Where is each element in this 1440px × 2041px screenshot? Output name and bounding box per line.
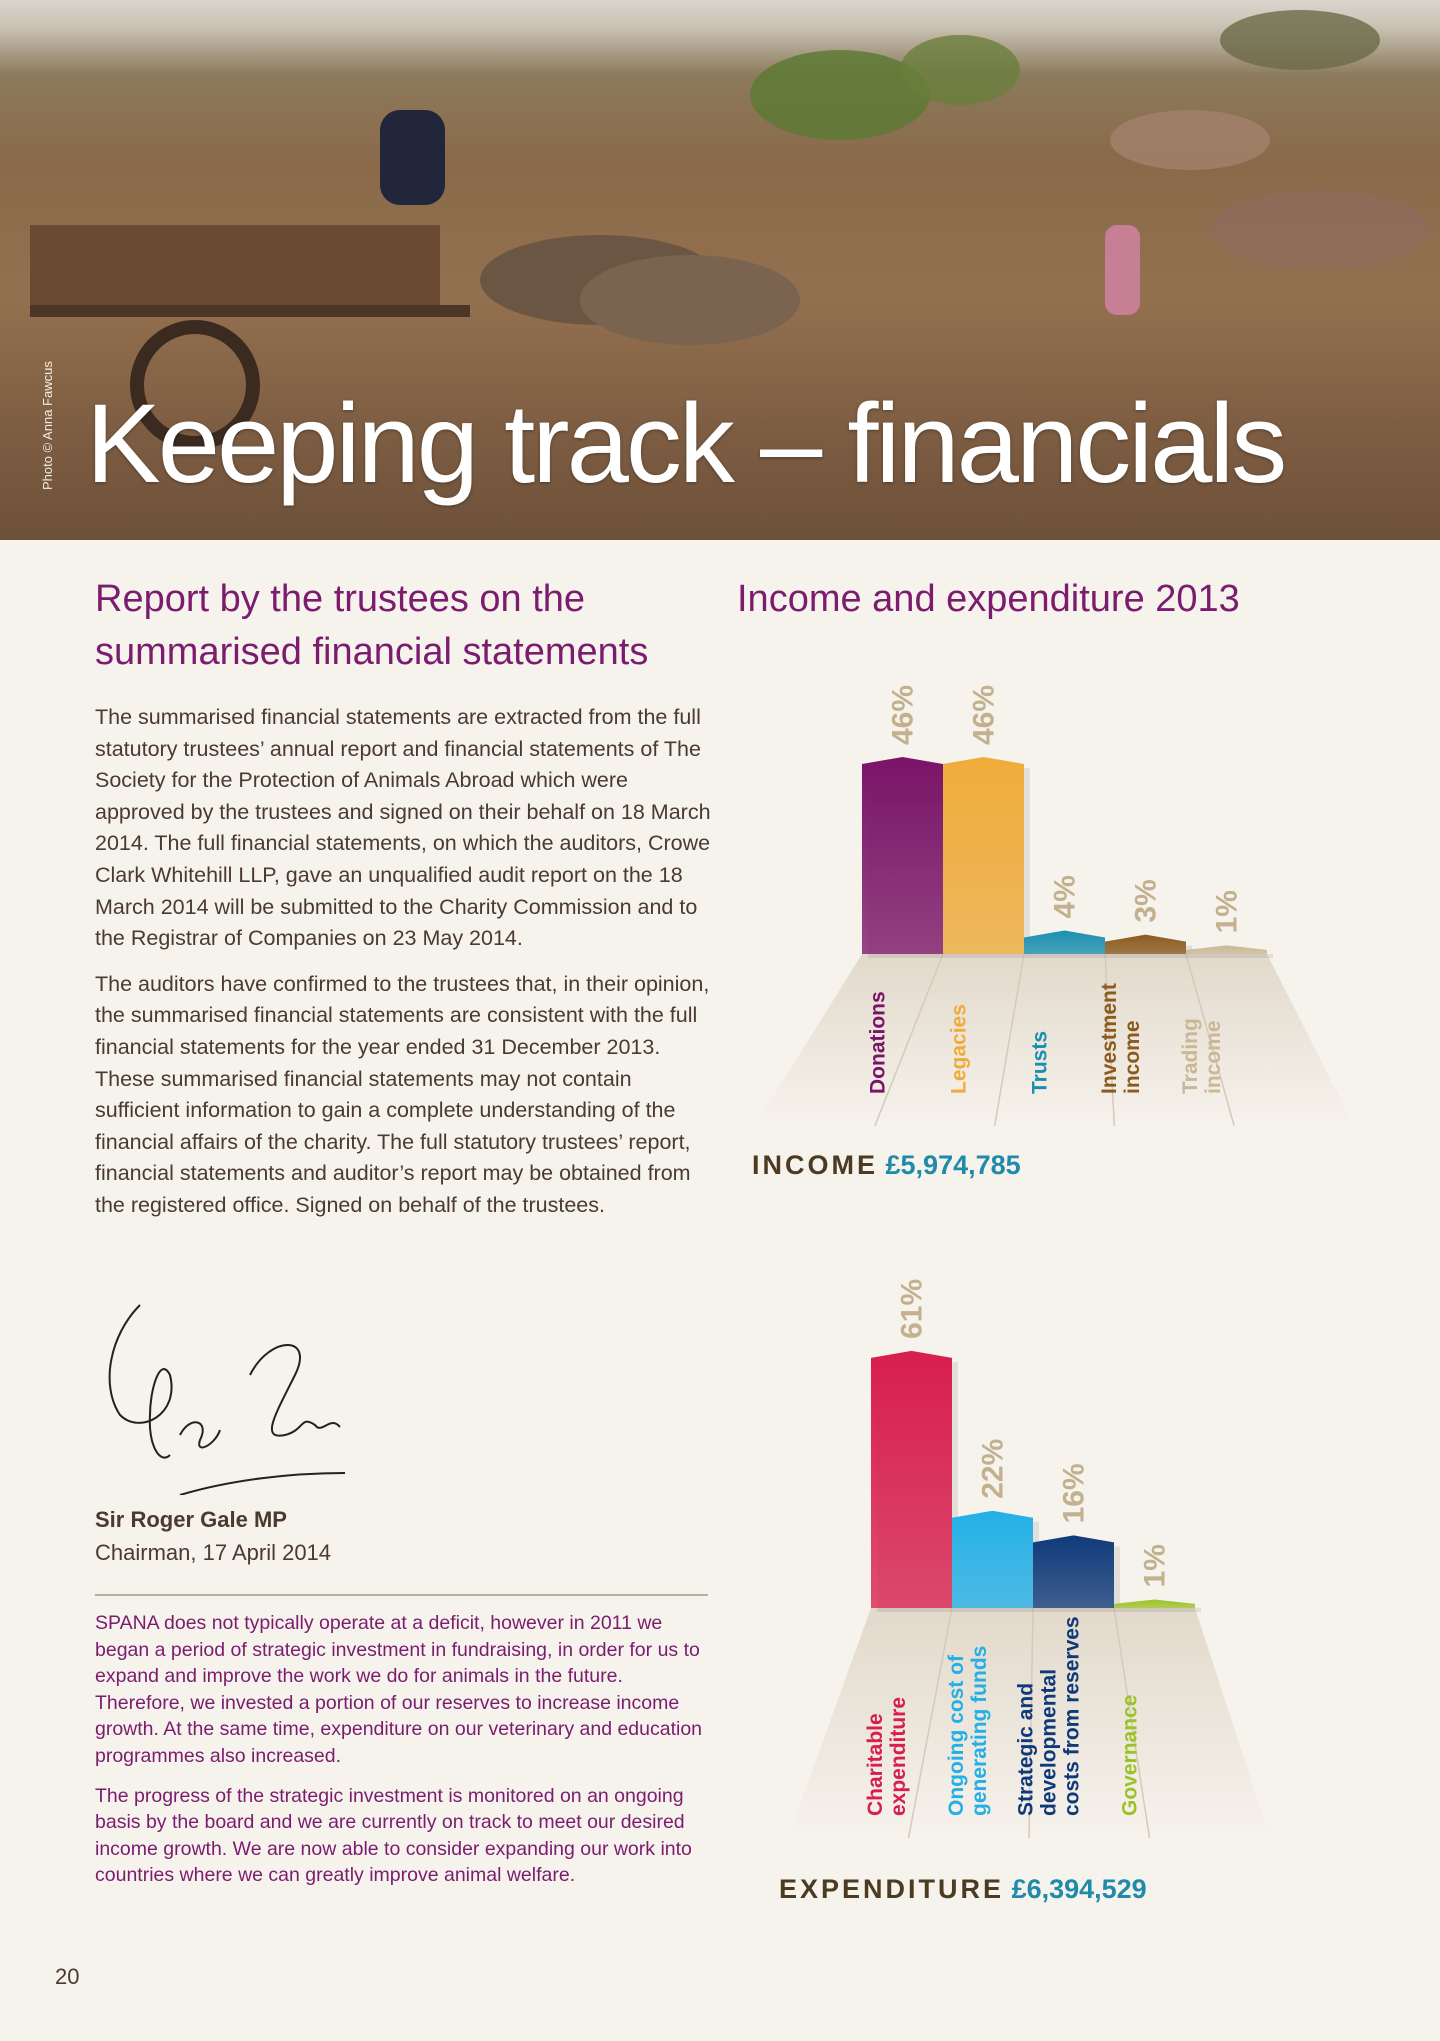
heading-line: summarised financial statements bbox=[95, 631, 649, 673]
report-paragraph: The auditors have confirmed to the trust… bbox=[95, 971, 710, 1217]
income-total: INCOME £5,974,785 bbox=[752, 1150, 1021, 1181]
category-divider bbox=[1028, 1607, 1034, 1839]
category-label-line: Trading bbox=[1179, 1018, 1202, 1094]
category-divider bbox=[1113, 1607, 1151, 1839]
charts-heading: Income and expenditure 2013 bbox=[737, 578, 1240, 620]
category-divider bbox=[993, 953, 1025, 1127]
note-paragraph: SPANA does not typically operate at a de… bbox=[95, 1612, 703, 1767]
bar-shadow bbox=[1120, 1607, 1201, 1612]
value-label: 1% bbox=[1139, 1544, 1172, 1587]
value-label: 22% bbox=[977, 1439, 1010, 1499]
chart-floor bbox=[755, 954, 1354, 1126]
report-paragraph: The summarised financial statements are … bbox=[95, 705, 711, 951]
signatory-role: Chairman, 17 April 2014 bbox=[95, 1540, 332, 1565]
note-paragraph: The progress of the strategic investment… bbox=[95, 1784, 692, 1887]
category-label: Ongoing cost ofgenerating funds bbox=[945, 1646, 991, 1816]
category-label-line: Donations bbox=[867, 991, 890, 1094]
savanna-scene-illustration bbox=[30, 10, 1430, 450]
expenditure-total: EXPENDITURE £6,394,529 bbox=[779, 1874, 1147, 1905]
divider bbox=[95, 1594, 708, 1596]
expenditure-total-label: EXPENDITURE bbox=[779, 1874, 1005, 1904]
page-title: Keeping track – financials bbox=[86, 381, 1287, 506]
value-label: 46% bbox=[968, 685, 1001, 745]
category-label-line: Trusts bbox=[1029, 1031, 1052, 1094]
income-total-label: INCOME bbox=[752, 1150, 878, 1180]
bar-investment-income bbox=[1105, 934, 1186, 954]
category-label-line: Ongoing cost of bbox=[945, 1654, 968, 1816]
value-label: 1% bbox=[1211, 890, 1244, 933]
value-label: 3% bbox=[1130, 879, 1163, 922]
category-label: Trusts bbox=[1029, 1031, 1052, 1094]
category-label-line: Legacies bbox=[948, 1004, 971, 1094]
bar-governance bbox=[1114, 1599, 1195, 1608]
category-label-line: Governance bbox=[1119, 1695, 1142, 1816]
page-number: 20 bbox=[55, 1964, 80, 1989]
bar-trusts bbox=[1024, 930, 1105, 954]
bar-shadow bbox=[1192, 953, 1273, 958]
deficit-note: SPANA does not typically operate at a de… bbox=[95, 1610, 710, 1902]
signature-image bbox=[108, 1304, 346, 1495]
category-label-line: Charitable bbox=[864, 1713, 887, 1816]
report-heading: Report by the trustees on the summarised… bbox=[95, 573, 648, 679]
category-label-line: expenditure bbox=[887, 1697, 910, 1816]
heading-line: Report by the trustees on the bbox=[95, 578, 586, 620]
bar-legacies bbox=[943, 757, 1024, 954]
value-label: 46% bbox=[887, 685, 920, 745]
category-label: Legacies bbox=[948, 1004, 971, 1094]
category-divider bbox=[907, 1607, 953, 1839]
category-label: Investmentincome bbox=[1098, 983, 1144, 1094]
category-label: Tradingincome bbox=[1179, 1018, 1225, 1094]
value-label: 4% bbox=[1049, 875, 1082, 918]
value-label: 61% bbox=[896, 1279, 929, 1339]
chart-floor bbox=[788, 1608, 1270, 1838]
category-label-line: generating funds bbox=[968, 1646, 991, 1816]
category-label-line: costs from reserves bbox=[1061, 1616, 1084, 1816]
bar-donations bbox=[862, 757, 943, 954]
category-label-line: Strategic and bbox=[1015, 1683, 1038, 1816]
category-label-line: income bbox=[1202, 1020, 1225, 1094]
category-label: Donations bbox=[867, 991, 890, 1094]
expenditure-total-value: £6,394,529 bbox=[1011, 1874, 1147, 1904]
category-label-line: developmental bbox=[1038, 1669, 1061, 1816]
signatory-name: Sir Roger Gale MP bbox=[95, 1507, 287, 1532]
report-body: The summarised financial statements are … bbox=[95, 702, 715, 1236]
income-total-value: £5,974,785 bbox=[885, 1150, 1021, 1180]
category-label-line: Investment bbox=[1098, 983, 1121, 1094]
hero-photo: Photo © Anna Fawcus Keeping track – fina… bbox=[0, 0, 1440, 540]
category-divider bbox=[1104, 953, 1116, 1127]
category-label: Charitableexpenditure bbox=[864, 1697, 910, 1816]
bar-strategic-and-developmental-costs-from-reserves bbox=[1033, 1535, 1114, 1608]
bar-ongoing-cost-of-generating-funds bbox=[952, 1510, 1033, 1608]
bar-trading-income bbox=[1186, 945, 1267, 954]
category-label: Strategic anddevelopmentalcosts from res… bbox=[1015, 1616, 1084, 1816]
value-label: 16% bbox=[1058, 1463, 1091, 1523]
category-label-line: income bbox=[1121, 1020, 1144, 1094]
bar-charitable-expenditure bbox=[871, 1350, 952, 1608]
category-divider bbox=[1185, 953, 1235, 1127]
category-label: Governance bbox=[1119, 1695, 1142, 1816]
category-divider bbox=[874, 953, 944, 1127]
